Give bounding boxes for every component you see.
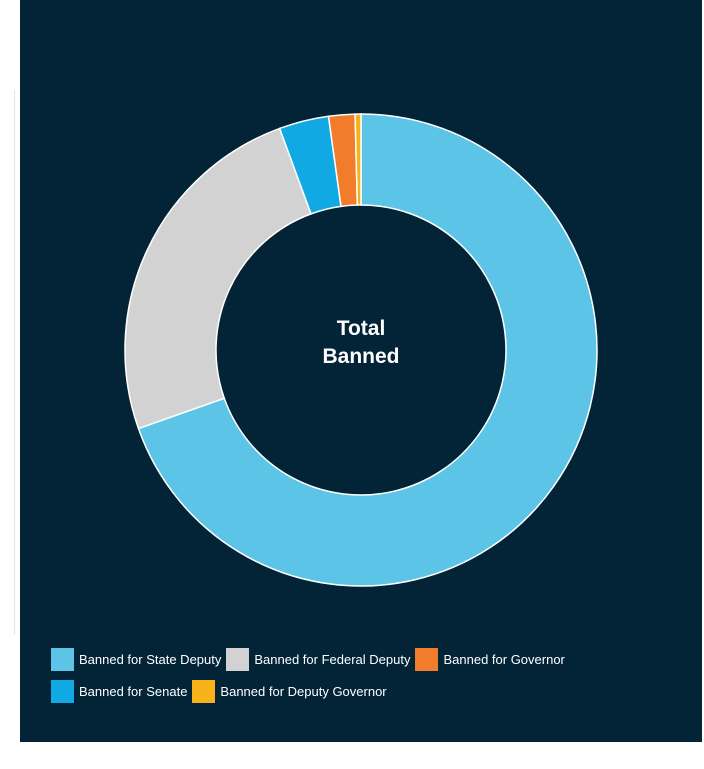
legend-swatch <box>192 680 216 703</box>
center-label-line-1: Total <box>336 317 386 340</box>
legend-item[interactable]: Banned for Senate <box>51 680 187 703</box>
legend-label: Banned for State Deputy <box>79 652 222 667</box>
legend-item[interactable]: Banned for Federal Deputy <box>226 648 410 671</box>
center-label-line-2: Banned <box>322 345 400 368</box>
legend-label: Banned for Federal Deputy <box>254 652 411 667</box>
donut-center-label: Total Banned <box>261 315 461 371</box>
legend-item[interactable]: Banned for Governor <box>415 648 565 671</box>
legend-item[interactable]: Banned for Deputy Governor <box>192 680 387 703</box>
donut-slice[interactable] <box>137 113 598 587</box>
donut-slice[interactable] <box>124 127 312 430</box>
legend-swatch <box>51 648 74 671</box>
legend-label: Banned for Senate <box>79 684 188 699</box>
donut-chart <box>124 113 598 587</box>
legend-swatch <box>415 648 439 671</box>
chart-legend: Banned for State Deputy Banned for Feder… <box>51 648 691 703</box>
adjacent-panel-edge <box>0 90 15 635</box>
chart-panel: Total Banned Banned for State Deputy Ban… <box>20 0 702 742</box>
legend-label: Banned for Deputy Governor <box>220 684 387 699</box>
legend-swatch <box>226 648 250 671</box>
legend-swatch <box>51 680 74 703</box>
legend-item[interactable]: Banned for State Deputy <box>51 648 221 671</box>
legend-label: Banned for Governor <box>443 652 565 667</box>
donut-slice[interactable] <box>354 113 362 206</box>
